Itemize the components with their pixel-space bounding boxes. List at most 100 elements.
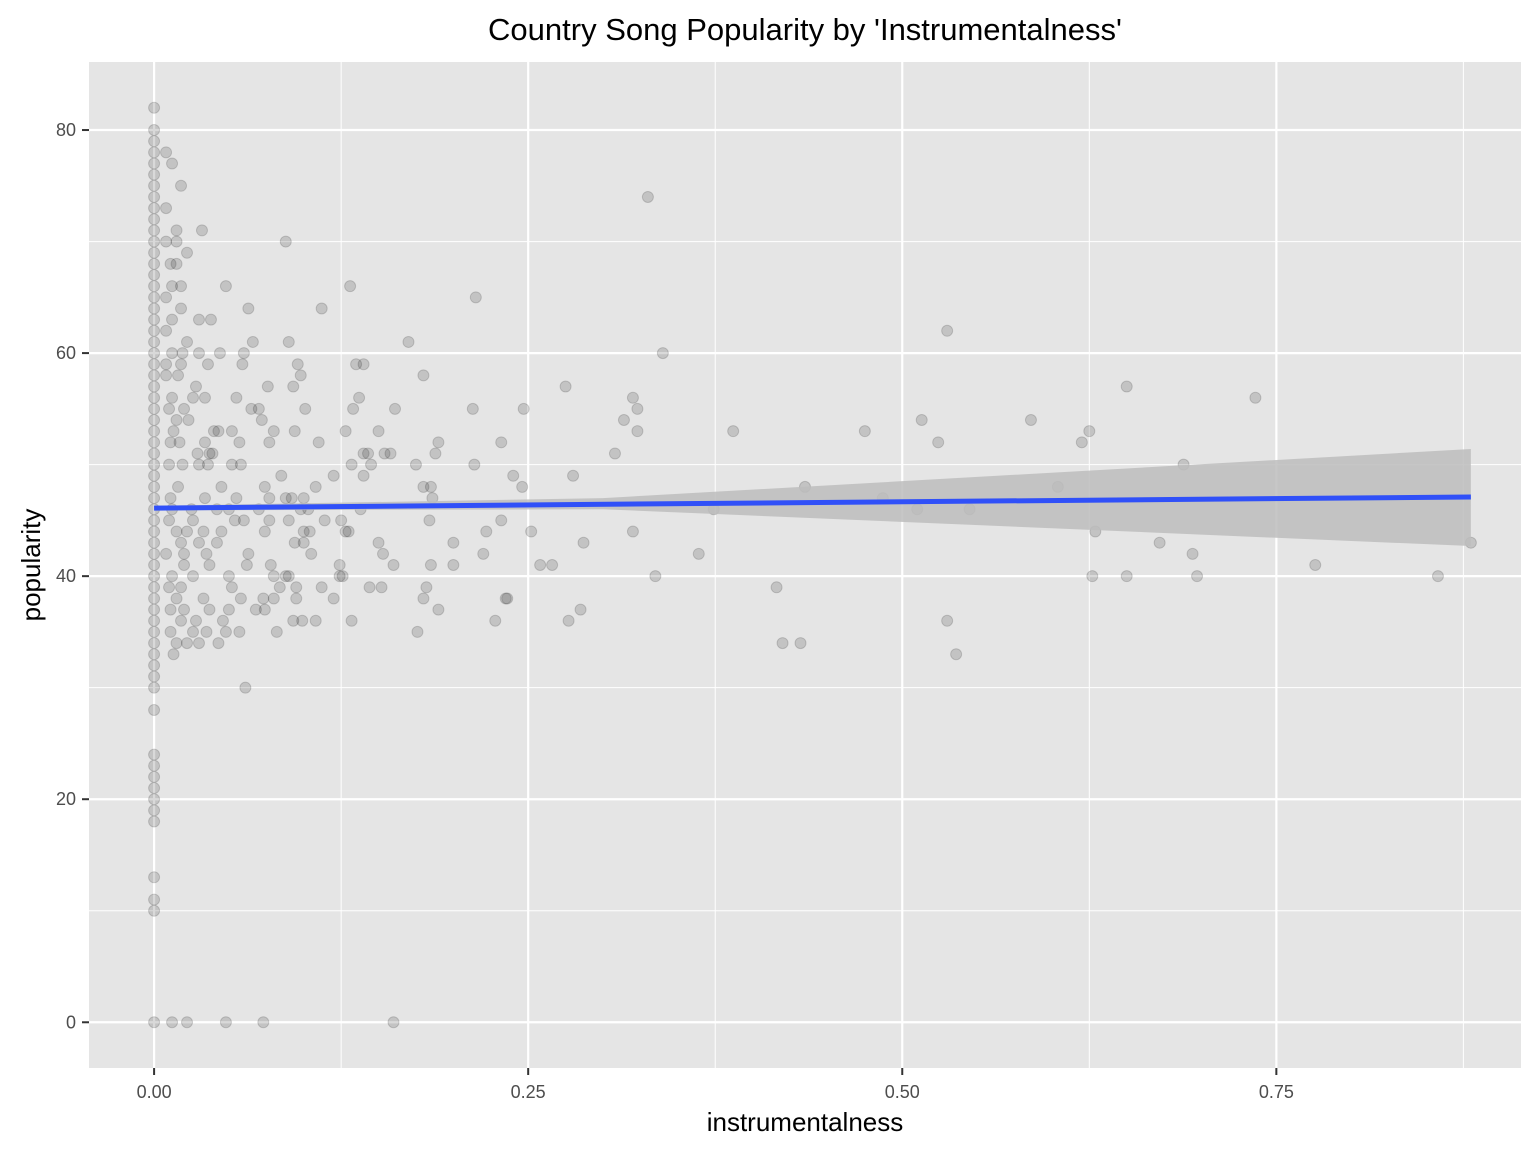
data-point	[148, 603, 161, 616]
data-point	[1120, 380, 1133, 393]
data-point	[347, 402, 360, 415]
data-point	[167, 648, 180, 661]
x-tick-label: 0.25	[511, 1082, 546, 1102]
data-point	[489, 614, 502, 627]
data-point	[148, 670, 161, 683]
data-point	[148, 380, 161, 393]
data-point	[192, 536, 205, 549]
data-point	[1153, 536, 1166, 549]
data-point	[411, 625, 424, 638]
data-point	[198, 492, 211, 505]
data-point	[263, 492, 276, 505]
data-point	[362, 447, 375, 460]
data-point	[164, 603, 177, 616]
data-point	[200, 547, 213, 560]
data-point	[170, 257, 183, 270]
data-point	[468, 458, 481, 471]
data-point	[148, 559, 161, 571]
data-point	[279, 570, 292, 583]
data-point	[148, 335, 161, 348]
data-point	[517, 402, 530, 415]
data-point	[641, 190, 654, 203]
data-point	[466, 402, 479, 415]
data-point	[282, 335, 295, 348]
data-point	[175, 179, 188, 192]
data-point	[656, 347, 669, 360]
y-axis-title: popularity	[16, 509, 46, 622]
data-point	[148, 213, 161, 226]
data-point	[252, 402, 265, 415]
y-tick-label: 0	[66, 1012, 76, 1032]
data-point	[175, 614, 188, 627]
data-point	[240, 559, 253, 571]
data-point	[160, 235, 173, 248]
y-tick-label: 60	[56, 343, 76, 363]
data-point	[197, 592, 210, 605]
data-point	[333, 570, 346, 583]
data-point	[166, 347, 179, 360]
data-point	[230, 492, 243, 505]
data-point	[186, 514, 199, 527]
data-point	[192, 637, 205, 650]
data-point	[164, 436, 177, 449]
data-point	[372, 425, 385, 438]
trend-line	[154, 494, 1471, 511]
data-point	[175, 302, 188, 315]
y-tick-label: 80	[56, 120, 76, 140]
data-point	[148, 492, 161, 505]
data-point	[626, 525, 639, 538]
data-point	[148, 648, 161, 661]
data-point	[148, 347, 161, 360]
data-point	[447, 559, 460, 571]
data-point	[148, 793, 161, 806]
data-point	[166, 1016, 179, 1029]
data-point	[387, 559, 400, 571]
data-point	[417, 369, 430, 382]
data-point	[163, 458, 176, 471]
data-point	[258, 603, 271, 616]
data-point	[309, 614, 322, 627]
x-tick-label: 0.75	[1259, 1082, 1294, 1102]
data-point	[170, 525, 183, 538]
data-point	[263, 436, 276, 449]
data-point	[175, 581, 188, 594]
data-point	[915, 414, 928, 427]
data-point	[258, 525, 271, 538]
data-point	[357, 447, 370, 460]
data-point	[148, 135, 161, 148]
data-point	[345, 458, 358, 471]
data-point	[181, 525, 194, 538]
data-point	[175, 536, 188, 549]
data-point	[727, 425, 740, 438]
data-point	[567, 469, 580, 482]
data-point	[234, 592, 247, 605]
data-point	[525, 525, 538, 538]
data-point	[299, 402, 312, 415]
data-point	[160, 369, 173, 382]
data-point	[1309, 559, 1322, 571]
data-point	[203, 559, 216, 571]
data-point	[201, 458, 214, 471]
data-point	[1191, 570, 1204, 583]
data-point	[516, 480, 529, 493]
data-point	[932, 436, 945, 449]
data-point	[160, 146, 173, 159]
data-point	[546, 559, 559, 571]
data-point	[429, 447, 442, 460]
x-tick-labels: 0.00 0.25 0.50 0.75	[137, 1082, 1294, 1102]
data-point	[148, 759, 161, 772]
data-point	[501, 592, 514, 605]
data-point	[192, 347, 205, 360]
data-point	[282, 514, 295, 527]
data-point	[192, 313, 205, 326]
data-point	[160, 324, 173, 337]
data-point	[160, 291, 173, 304]
data-point	[170, 637, 183, 650]
data-point	[176, 347, 189, 360]
y-tick-label: 20	[56, 789, 76, 809]
data-point	[200, 625, 213, 638]
data-point	[170, 414, 183, 427]
data-point	[219, 280, 232, 293]
data-point	[261, 380, 274, 393]
data-point	[178, 547, 191, 560]
